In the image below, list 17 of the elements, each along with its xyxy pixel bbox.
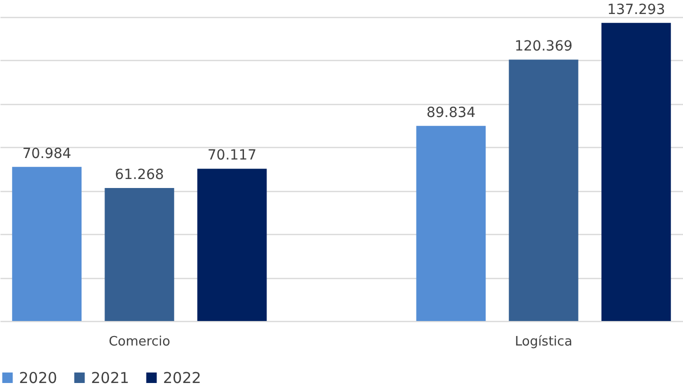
data-label: 120.369	[514, 38, 573, 55]
data-label: 70.117	[208, 148, 257, 164]
bar	[601, 22, 671, 321]
bar	[104, 188, 174, 321]
bar	[416, 126, 486, 321]
legend-label: 2022	[163, 368, 202, 387]
data-label: 61.268	[114, 166, 164, 183]
legend-label: 2021	[91, 368, 130, 387]
x-tick-label: Logística	[514, 334, 572, 350]
bar	[12, 166, 82, 321]
data-label: 70.984	[22, 146, 72, 162]
bar	[508, 60, 578, 321]
data-label: 137.293	[607, 2, 666, 18]
legend-label: 2020	[19, 368, 58, 387]
data-label: 89.834	[426, 104, 476, 121]
x-tick-label: Comercio	[108, 334, 170, 350]
bar	[197, 168, 267, 321]
